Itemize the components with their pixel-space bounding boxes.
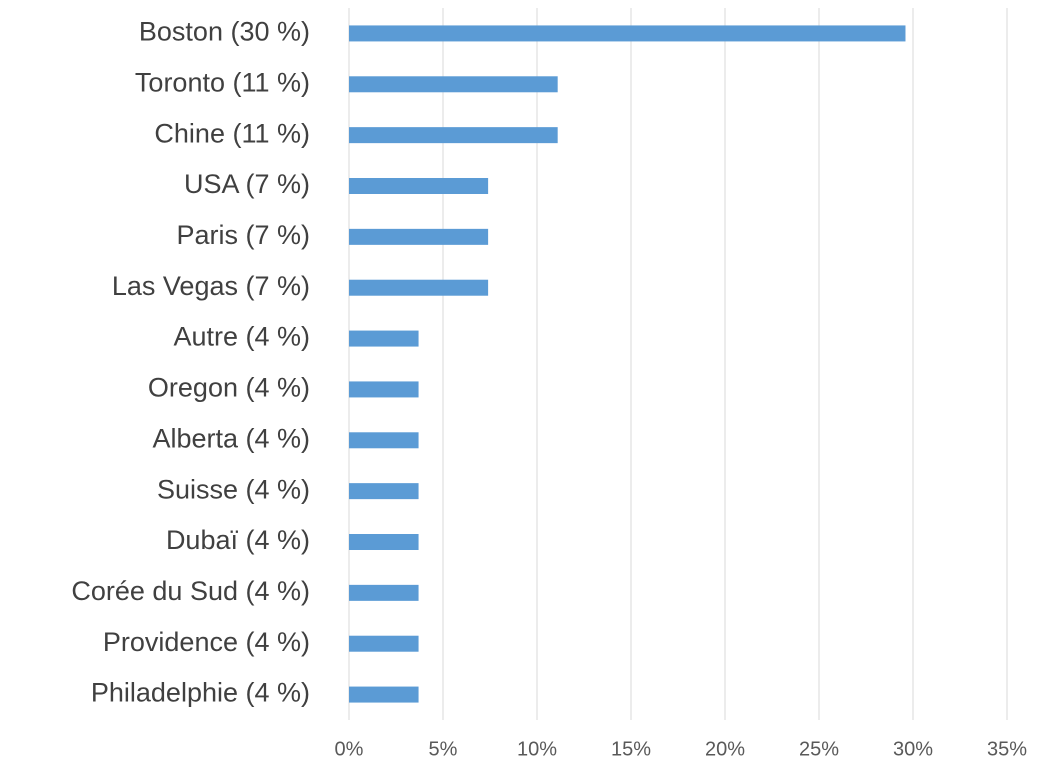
bar bbox=[349, 483, 419, 500]
x-tick-label: 0% bbox=[335, 738, 364, 760]
x-tick-label: 25% bbox=[799, 738, 839, 760]
y-tick-label: Oregon (4 %) bbox=[148, 373, 310, 403]
x-tick-label: 10% bbox=[517, 738, 557, 760]
bar bbox=[349, 432, 419, 449]
bar bbox=[349, 76, 558, 93]
y-tick-label: Toronto (11 %) bbox=[135, 67, 310, 97]
y-tick-label: Boston (30 %) bbox=[139, 17, 310, 47]
bar bbox=[349, 635, 419, 652]
y-tick-label: Philadelphie (4 %) bbox=[91, 678, 310, 708]
y-tick-label: Autre (4 %) bbox=[173, 322, 310, 352]
bar bbox=[349, 330, 419, 347]
bar bbox=[349, 686, 419, 703]
y-tick-label: Chine (11 %) bbox=[154, 118, 310, 148]
bar bbox=[349, 127, 558, 144]
bar bbox=[349, 228, 489, 245]
bar bbox=[349, 381, 419, 398]
y-tick-label: Paris (7 %) bbox=[176, 220, 310, 250]
y-tick-label: Dubaï (4 %) bbox=[166, 525, 310, 555]
bar bbox=[349, 584, 419, 601]
y-tick-label: Suisse (4 %) bbox=[157, 474, 310, 504]
x-tick-label: 5% bbox=[429, 738, 458, 760]
bar bbox=[349, 178, 489, 194]
x-tick-label: 15% bbox=[611, 738, 651, 760]
bar bbox=[349, 25, 906, 42]
y-tick-label: Providence (4 %) bbox=[103, 627, 310, 657]
x-tick-label: 30% bbox=[893, 738, 933, 760]
y-tick-label: Corée du Sud (4 %) bbox=[71, 576, 310, 606]
bar bbox=[349, 534, 419, 550]
y-tick-label: Alberta (4 %) bbox=[152, 423, 310, 453]
x-tick-label: 35% bbox=[987, 738, 1027, 760]
y-tick-label: Las Vegas (7 %) bbox=[112, 271, 310, 301]
y-tick-label: USA (7 %) bbox=[184, 169, 310, 199]
bar bbox=[349, 279, 489, 296]
x-tick-label: 20% bbox=[705, 738, 745, 760]
